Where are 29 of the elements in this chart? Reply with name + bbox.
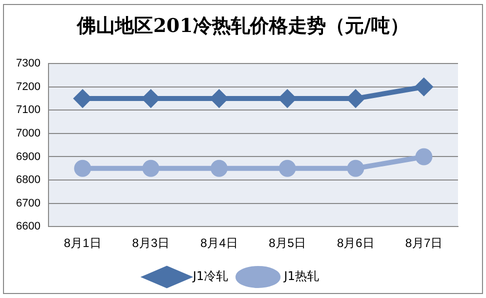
point — [415, 148, 432, 166]
y-tick-label: 7100 — [16, 104, 40, 116]
point — [142, 90, 160, 108]
x-tick-label: 8月7日 — [405, 236, 443, 250]
point — [278, 160, 296, 177]
x-tick-label: 8月1日 — [64, 236, 102, 250]
y-tick-label: 7200 — [16, 80, 40, 93]
y-tick-label: 6600 — [16, 220, 40, 233]
point — [210, 90, 228, 108]
x-tick-label: 8月4日 — [200, 236, 238, 250]
y-tick-label: 6700 — [16, 197, 40, 210]
point — [74, 160, 92, 177]
point — [347, 160, 364, 177]
x-tick-label: 8月6日 — [336, 236, 374, 250]
point — [142, 160, 160, 177]
chart-title: 佛山地区201冷热轧价格走势（元/吨） — [76, 14, 410, 39]
point — [278, 90, 296, 108]
y-tick-label: 7300 — [16, 58, 40, 70]
y-tick-label: 6900 — [16, 150, 40, 163]
legend-label: J1热轧 — [283, 269, 320, 284]
point — [415, 78, 432, 96]
x-tick-label: 8月3日 — [132, 236, 170, 250]
legend-label: J1冷轧 — [192, 269, 228, 284]
y-tick-label: 6800 — [16, 174, 40, 186]
x-tick-label: 8月5日 — [268, 236, 306, 250]
point — [210, 160, 228, 177]
point — [74, 90, 92, 108]
y-tick-label: 7000 — [16, 127, 40, 140]
point — [347, 90, 364, 108]
